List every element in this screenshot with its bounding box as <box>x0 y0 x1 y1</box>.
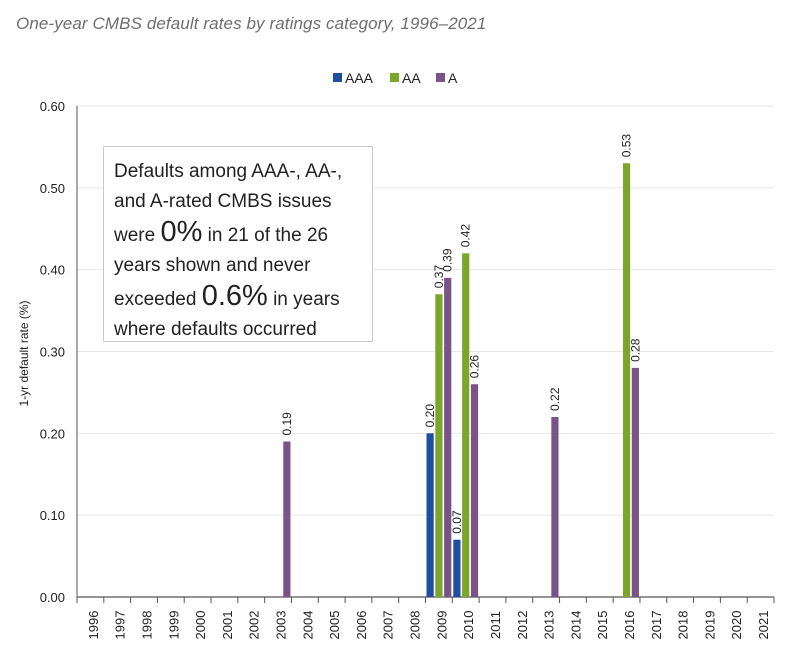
y-tick-label: 0.40 <box>40 263 65 278</box>
data-label: 0.07 <box>450 510 464 534</box>
legend-swatch-AA <box>390 73 399 82</box>
x-tick-label: 2012 <box>515 611 530 640</box>
data-label: 0.42 <box>459 224 473 248</box>
callout-line: exceeded 0.6% in years <box>114 281 362 315</box>
x-tick-label: 1996 <box>86 611 101 640</box>
x-tick-label: 1998 <box>139 611 154 640</box>
bar-AA-2010 <box>462 253 470 598</box>
legend-label-AAA: AAA <box>345 70 374 86</box>
legend-swatch-AAA <box>333 73 342 82</box>
x-tick-label: 2007 <box>381 611 396 640</box>
bar-A-2009 <box>444 277 452 597</box>
x-tick-label: 2015 <box>595 611 610 640</box>
data-label: 0.37 <box>432 265 446 289</box>
callout-text: exceeded <box>114 289 197 310</box>
x-tick-label: 2003 <box>273 611 288 640</box>
x-tick-label: 1997 <box>113 611 128 640</box>
x-tick-label: 2002 <box>247 611 262 640</box>
callout-line: where defaults occurred <box>114 319 317 340</box>
bar-A-2003 <box>283 441 291 597</box>
legend-swatch-A <box>436 73 445 82</box>
data-label: 0.39 <box>441 248 455 272</box>
x-tick-label: 2000 <box>193 611 208 640</box>
data-label: 0.22 <box>548 387 562 411</box>
x-tick-label: 2020 <box>729 611 744 640</box>
x-tick-label: 2009 <box>434 611 449 640</box>
bar-A-2013 <box>551 416 559 597</box>
callout-highlight: 0% <box>160 216 203 248</box>
legend-label-AA: AA <box>402 70 421 86</box>
y-axis-title: 1-yr default rate (%) <box>17 300 31 406</box>
y-tick-label: 0.10 <box>40 508 65 523</box>
x-tick-label: 1999 <box>166 611 181 640</box>
y-tick-label: 0.50 <box>40 181 65 196</box>
bar-AAA-2009 <box>426 433 434 597</box>
x-tick-label: 2005 <box>327 611 342 640</box>
data-label: 0.26 <box>468 355 482 379</box>
bar-AAA-2010 <box>453 539 461 597</box>
bar-A-2010 <box>470 384 479 597</box>
bar-A-2016 <box>631 367 639 597</box>
x-tick-label: 2004 <box>300 611 315 640</box>
callout-line: were 0% in 21 of the 26 <box>114 217 362 251</box>
callout-highlight: 0.6% <box>201 280 268 312</box>
x-tick-label: 2008 <box>408 611 423 640</box>
data-label: 0.28 <box>628 338 642 362</box>
x-tick-label: 2006 <box>354 611 369 640</box>
callout-text: in 21 of the 26 <box>207 225 329 246</box>
callout-box: Defaults among AAA-, AA-, and A-rated CM… <box>103 146 373 342</box>
y-tick-label: 0.00 <box>40 590 65 605</box>
x-tick-label: 2014 <box>568 611 583 640</box>
callout-line: years shown and never <box>114 255 311 276</box>
x-tick-label: 2011 <box>488 611 503 639</box>
chart-title: One-year CMBS default rates by ratings c… <box>16 14 487 33</box>
x-tick-label: 2010 <box>461 611 476 640</box>
callout-line: Defaults among AAA-, AA-, <box>114 161 343 182</box>
x-tick-label: 2016 <box>622 611 637 640</box>
legend-label-A: A <box>448 70 458 86</box>
x-tick-label: 2021 <box>756 611 771 640</box>
x-tick-label: 2017 <box>649 611 664 640</box>
bar-AA-2009 <box>435 294 443 597</box>
y-tick-label: 0.60 <box>40 99 65 114</box>
bar-AA-2016 <box>622 163 631 598</box>
x-tick-label: 2018 <box>676 611 691 640</box>
callout-text: in years <box>273 289 340 310</box>
callout-text: were <box>114 225 156 246</box>
data-label: 0.19 <box>280 412 294 436</box>
callout-line: and A-rated CMBS issues <box>114 191 332 212</box>
x-tick-label: 2013 <box>542 611 557 640</box>
data-label: 0.20 <box>423 404 437 428</box>
data-label: 0.53 <box>620 134 634 158</box>
x-tick-label: 2001 <box>220 611 235 640</box>
y-tick-label: 0.30 <box>40 345 65 360</box>
x-tick-label: 2019 <box>702 611 717 640</box>
y-tick-label: 0.20 <box>40 426 65 441</box>
